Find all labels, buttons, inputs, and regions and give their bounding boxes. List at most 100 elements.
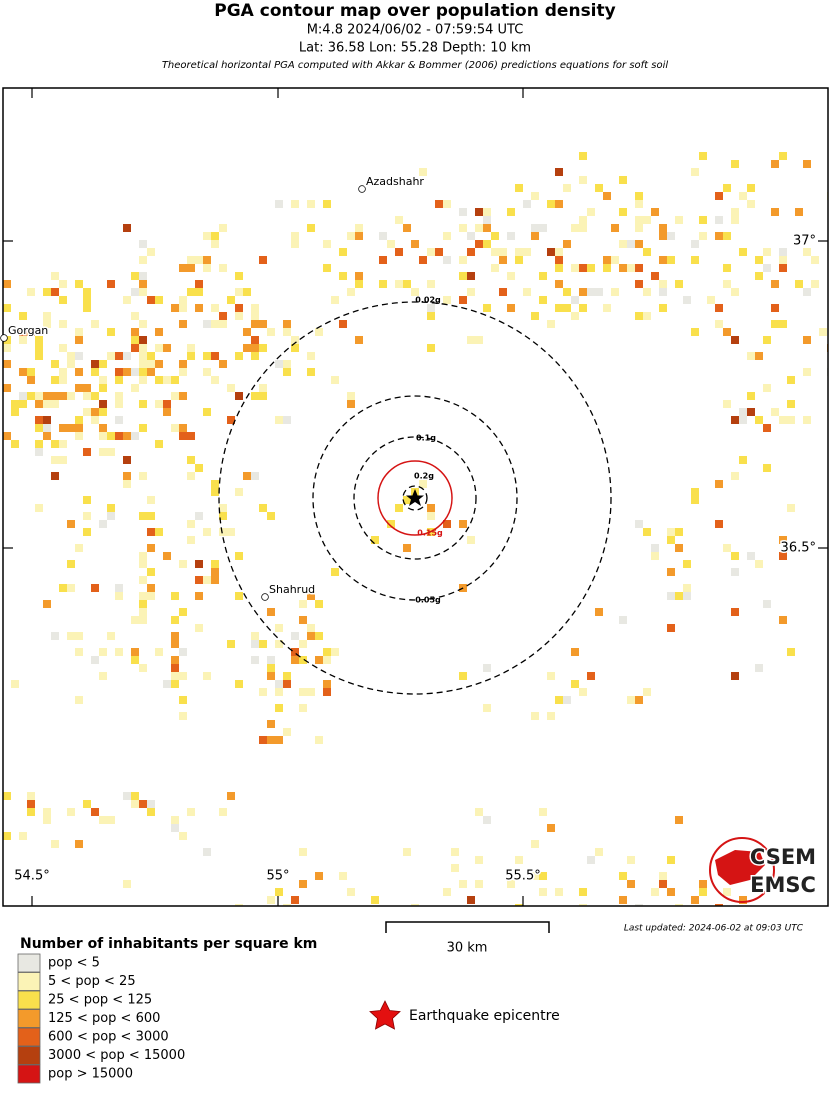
population-cell: [291, 896, 299, 904]
population-cell: [107, 328, 115, 336]
population-cell: [67, 808, 75, 816]
population-cell: [691, 488, 699, 496]
population-cell: [251, 656, 259, 664]
population-cell: [283, 360, 291, 368]
contour: [312, 395, 518, 601]
population-cell: [339, 248, 347, 256]
population-cell: [91, 408, 99, 416]
population-cell: [699, 216, 707, 224]
population-cell: [27, 288, 35, 296]
population-cell: [715, 320, 723, 328]
population-cell: [587, 208, 595, 216]
population-cell: [547, 248, 555, 256]
population-cell: [115, 648, 123, 656]
population-cell: [779, 416, 787, 424]
population-cell: [211, 952, 219, 960]
population-cell: [179, 264, 187, 272]
population-cell: [323, 264, 331, 272]
population-cell: [99, 360, 107, 368]
population-cell: [507, 272, 515, 280]
population-cell: [739, 896, 747, 904]
population-cell: [747, 552, 755, 560]
population-cell: [131, 344, 139, 352]
population-cell: [683, 296, 691, 304]
population-cell: [11, 408, 19, 416]
population-cell: [619, 240, 627, 248]
population-cell: [771, 408, 779, 416]
population-cell: [555, 888, 563, 896]
population-cell: [195, 280, 203, 288]
legend-label: pop > 15000: [48, 1067, 133, 1082]
population-cell: [131, 648, 139, 656]
population-cell: [499, 936, 507, 944]
population-cell: [283, 672, 291, 680]
population-cell: [387, 520, 395, 528]
population-cell: [763, 600, 771, 608]
population-cell: [451, 864, 459, 872]
population-cell: [211, 320, 219, 328]
population-cell: [147, 496, 155, 504]
population-cell: [115, 376, 123, 384]
population-cell: [187, 808, 195, 816]
population-cell: [443, 296, 451, 304]
population-cell: [459, 224, 467, 232]
population-cell: [299, 704, 307, 712]
population-cell: [483, 816, 491, 824]
population-cell: [627, 696, 635, 704]
population-cell: [219, 504, 227, 512]
population-cell: [83, 800, 91, 808]
population-cell: [587, 856, 595, 864]
population-cell: [147, 584, 155, 592]
population-cell: [251, 320, 259, 328]
population-cell: [123, 880, 131, 888]
population-cell: [203, 352, 211, 360]
population-cell: [123, 480, 131, 488]
population-cell: [731, 416, 739, 424]
population-cell: [179, 648, 187, 656]
population-cell: [467, 896, 475, 904]
population-cell: [731, 208, 739, 216]
population-cell: [219, 808, 227, 816]
population-cell: [403, 848, 411, 856]
population-cell: [155, 344, 163, 352]
population-cell: [299, 688, 307, 696]
population-cell: [595, 288, 603, 296]
population-cell: [603, 304, 611, 312]
population-cell: [211, 352, 219, 360]
population-cell: [99, 672, 107, 680]
population-cell: [467, 288, 475, 296]
population-cell: [699, 152, 707, 160]
population-cell: [163, 552, 171, 560]
population-cell: [459, 584, 467, 592]
population-cell: [259, 688, 267, 696]
population-cell: [99, 400, 107, 408]
population-cell: [155, 400, 163, 408]
population-cell: [171, 816, 179, 824]
population-cell: [803, 160, 811, 168]
population-cell: [123, 456, 131, 464]
legend-label: 3000 < pop < 15000: [48, 1048, 185, 1063]
population-cell: [675, 904, 683, 906]
population-cell: [619, 264, 627, 272]
population-cell: [211, 304, 219, 312]
population-cell: [83, 512, 91, 520]
population-cell: [251, 472, 259, 480]
population-cell: [563, 288, 571, 296]
population-cell: [731, 552, 739, 560]
population-cell: [107, 504, 115, 512]
population-cell: [267, 512, 275, 520]
population-cell: [27, 368, 35, 376]
population-cell: [787, 504, 795, 512]
population-cell: [251, 352, 259, 360]
population-cell: [139, 256, 147, 264]
contour-label: 0.02g: [415, 296, 441, 305]
population-cell: [51, 472, 59, 480]
population-cell: [195, 288, 203, 296]
population-cell: [51, 632, 59, 640]
population-cell: [755, 256, 763, 264]
population-cell: [315, 632, 323, 640]
population-cell: [43, 312, 51, 320]
population-cell: [355, 272, 363, 280]
population-cell: [147, 512, 155, 520]
population-cell: [123, 296, 131, 304]
